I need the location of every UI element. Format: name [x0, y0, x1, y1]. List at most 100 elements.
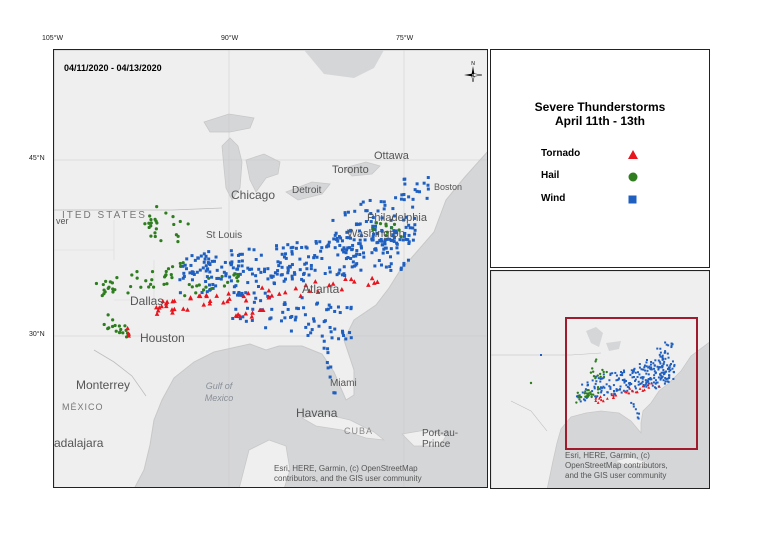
inset-wind-marker: [609, 387, 612, 390]
wind-report-marker: [360, 246, 364, 250]
wind-report-marker: [254, 296, 258, 300]
wind-report-marker: [406, 238, 410, 242]
inset-wind-marker: [636, 416, 639, 419]
wind-report-marker: [350, 265, 354, 269]
wind-report-marker: [294, 315, 298, 319]
tornado-report-marker: [160, 298, 166, 304]
wind-report-marker: [358, 242, 362, 246]
inset-wind-marker: [637, 371, 640, 374]
hail-report-marker: [176, 234, 180, 238]
wind-report-marker: [389, 239, 393, 243]
wind-report-marker: [275, 272, 279, 276]
tornado-report-marker: [351, 279, 357, 284]
wind-report-marker: [276, 260, 280, 264]
wind-report-marker: [403, 177, 407, 181]
tornado-report-marker: [375, 279, 380, 284]
inset-hail-marker: [585, 392, 589, 395]
tornado-report-marker: [226, 291, 231, 296]
hail-report-marker: [165, 282, 169, 286]
hail-report-marker: [110, 324, 115, 329]
date-range-label: 04/11/2020 - 04/13/2020: [64, 63, 162, 73]
inset-wind-marker: [584, 388, 587, 391]
wind-report-marker: [333, 309, 337, 313]
wind-report-marker: [254, 258, 258, 262]
hail-report-marker: [104, 279, 108, 283]
wind-report-marker: [224, 272, 228, 276]
hail-report-marker: [170, 275, 174, 280]
inset-wind-marker: [631, 372, 634, 375]
wind-report-marker: [293, 272, 297, 276]
inset-wind-marker: [659, 351, 662, 354]
wind-report-marker: [325, 361, 329, 365]
inset-wind-marker: [609, 386, 612, 389]
hail-report-marker: [187, 282, 191, 287]
hail-report-marker: [176, 239, 180, 244]
wind-report-marker: [382, 200, 386, 204]
wind-report-marker: [314, 240, 318, 244]
inset-wind-marker: [664, 371, 667, 374]
wind-report-marker: [275, 247, 279, 251]
inset-wind-marker: [637, 380, 640, 383]
tornado-report-marker: [298, 293, 304, 298]
inset-wind-marker: [642, 368, 645, 371]
hail-report-marker: [155, 221, 159, 225]
inset-tornado-marker: [646, 383, 650, 387]
wind-report-marker: [399, 267, 403, 271]
hail-report-marker: [397, 228, 401, 232]
city-label-chicago: Chicago: [231, 188, 276, 202]
inset-wind-marker: [664, 377, 667, 380]
inset-wind-marker: [654, 359, 657, 362]
hail-report-marker: [149, 282, 153, 286]
inset-extent-box[interactable]: [565, 317, 698, 450]
inset-wind-marker: [663, 382, 666, 385]
inset-wind-marker: [631, 376, 634, 379]
inset-wind-marker: [667, 344, 670, 347]
wind-report-marker: [229, 249, 233, 253]
wind-report-marker: [309, 331, 313, 335]
tornado-report-marker: [303, 282, 309, 288]
main-map[interactable]: 04/11/2020 - 04/13/2020 N Ottawa Toronto…: [53, 49, 488, 488]
legend-item-hail-label: Hail: [541, 170, 560, 181]
inset-wind-marker: [660, 376, 663, 379]
inset-wind-marker: [577, 396, 580, 399]
wind-report-marker: [359, 244, 363, 248]
wind-report-marker: [400, 193, 404, 197]
inset-wind-marker: [669, 369, 672, 372]
wind-report-marker: [210, 275, 214, 279]
wind-report-marker: [380, 263, 384, 267]
wind-report-marker: [232, 291, 236, 295]
inset-tornado-marker: [610, 393, 614, 397]
wind-report-marker: [223, 260, 227, 264]
inset-wind-marker: [602, 385, 605, 388]
hail-report-marker: [135, 276, 139, 280]
wind-report-marker: [413, 223, 417, 227]
inset-map[interactable]: Esri, HERE, Garmin, (c) OpenStreetMap co…: [490, 270, 710, 489]
wind-report-marker: [264, 326, 268, 330]
inset-wind-marker: [665, 378, 668, 381]
tornado-report-marker: [339, 286, 345, 292]
inset-wind-marker: [591, 379, 594, 382]
city-label-toronto: Toronto: [332, 164, 369, 176]
wind-report-marker: [328, 266, 332, 270]
inset-tornado-marker: [612, 396, 615, 399]
wind-report-marker: [326, 366, 330, 370]
wind-report-marker: [192, 272, 196, 276]
wind-report-marker: [207, 257, 211, 261]
wind-report-marker: [372, 232, 376, 236]
wind-report-marker: [238, 293, 242, 297]
inset-wind-marker: [587, 383, 590, 386]
lon-tick-75w: 75°W: [396, 35, 414, 42]
inset-tornado-marker: [612, 393, 616, 397]
tornado-report-marker: [269, 293, 275, 298]
wind-report-marker: [301, 279, 305, 283]
wind-report-marker: [198, 268, 202, 272]
wind-report-marker: [325, 308, 329, 312]
inset-wind-marker: [634, 378, 637, 381]
wind-report-marker: [204, 254, 208, 258]
wind-report-marker: [408, 226, 412, 230]
hail-report-marker: [164, 211, 168, 215]
wind-report-marker: [200, 291, 204, 295]
wind-report-marker: [320, 334, 324, 338]
wind-report-marker: [389, 218, 393, 222]
city-label-houston: Houston: [140, 331, 185, 345]
